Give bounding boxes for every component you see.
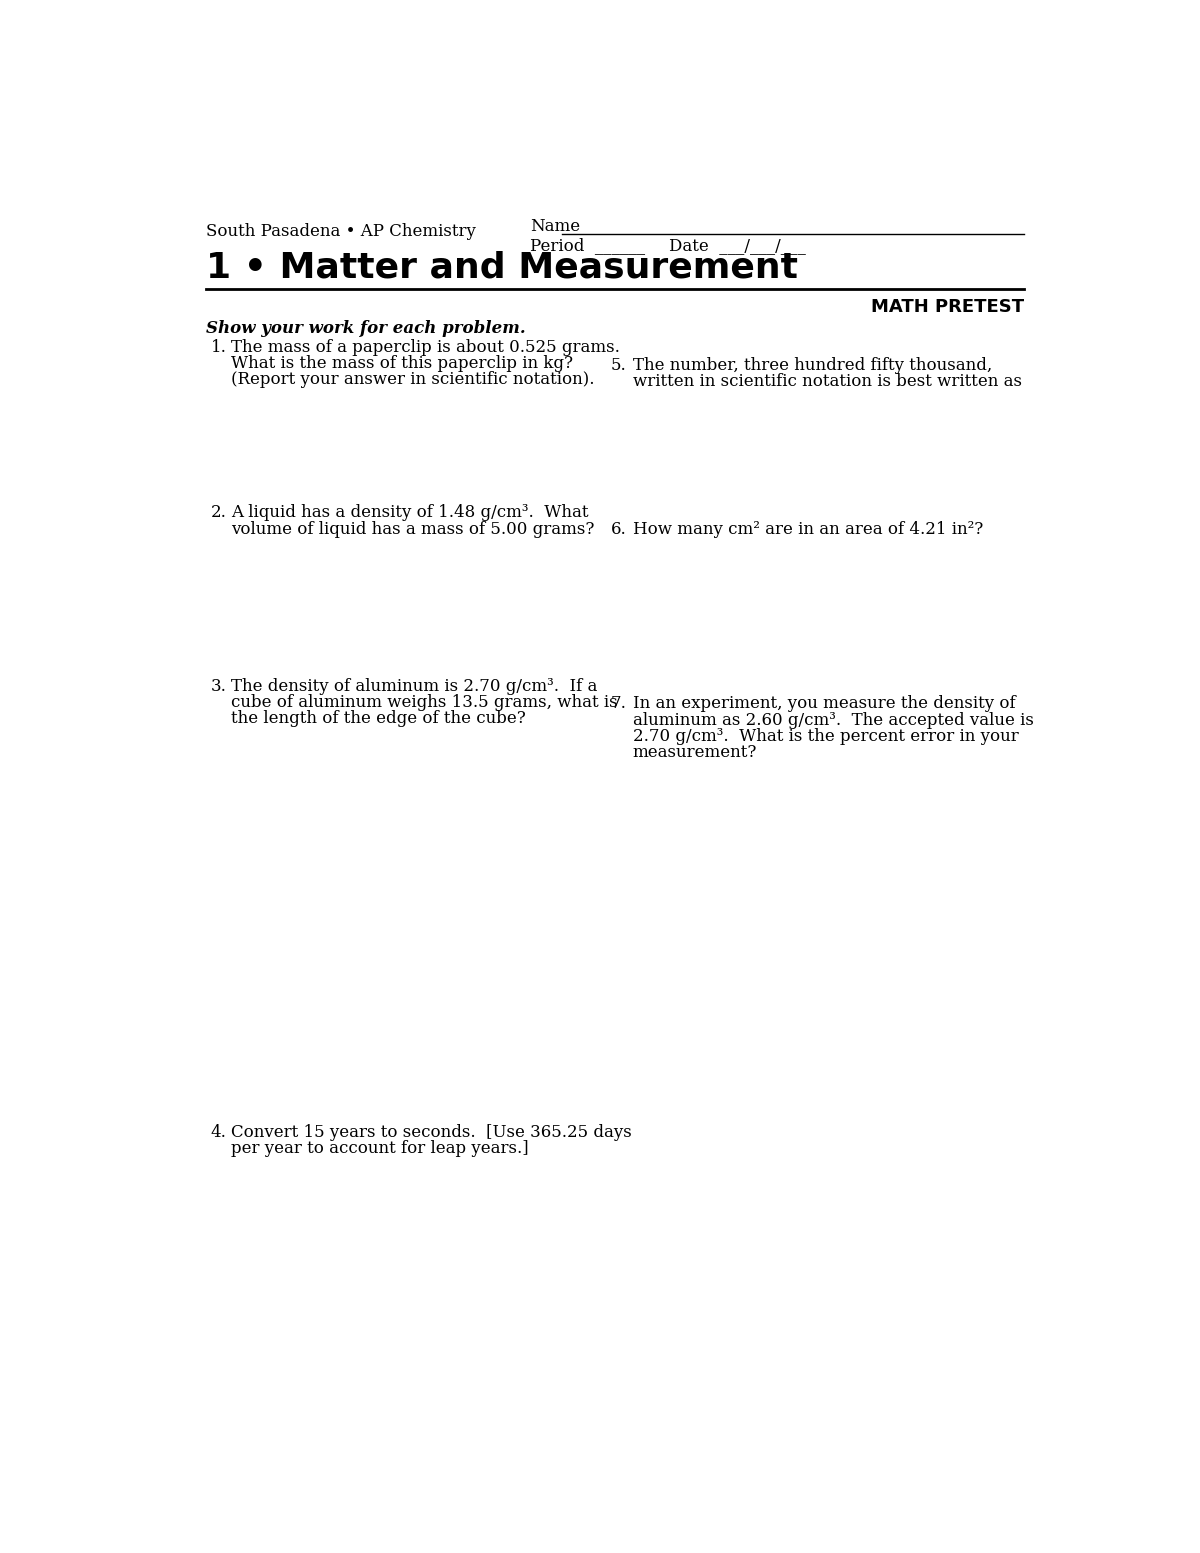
Text: Name: Name	[529, 217, 580, 235]
Text: 1 • Matter and Measurement: 1 • Matter and Measurement	[206, 250, 798, 284]
Text: South Pasadena • AP Chemistry: South Pasadena • AP Chemistry	[206, 224, 475, 241]
Text: A liquid has a density of 1.48 g/cm³.  What: A liquid has a density of 1.48 g/cm³. Wh…	[230, 505, 588, 522]
Text: written in scientific notation is best written as: written in scientific notation is best w…	[632, 373, 1022, 390]
Text: cube of aluminum weighs 13.5 grams, what is: cube of aluminum weighs 13.5 grams, what…	[230, 694, 617, 711]
Text: Period  ______: Period ______	[529, 238, 644, 255]
Text: 2.70 g/cm³.  What is the percent error in your: 2.70 g/cm³. What is the percent error in…	[632, 728, 1019, 745]
Text: Convert 15 years to seconds.  [Use 365.25 days: Convert 15 years to seconds. [Use 365.25…	[230, 1124, 631, 1141]
Text: The mass of a paperclip is about 0.525 grams.: The mass of a paperclip is about 0.525 g…	[230, 339, 619, 356]
Text: The number, three hundred fifty thousand,: The number, three hundred fifty thousand…	[632, 357, 992, 374]
Text: per year to account for leap years.]: per year to account for leap years.]	[230, 1140, 528, 1157]
Text: measurement?: measurement?	[632, 744, 757, 761]
Text: 3.: 3.	[210, 677, 227, 694]
Text: 7.: 7.	[611, 696, 628, 713]
Text: Date  ___/___/___: Date ___/___/___	[670, 238, 806, 255]
Text: 1.: 1.	[210, 339, 227, 356]
Text: volume of liquid has a mass of 5.00 grams?: volume of liquid has a mass of 5.00 gram…	[230, 520, 594, 537]
Text: aluminum as 2.60 g/cm³.  The accepted value is: aluminum as 2.60 g/cm³. The accepted val…	[632, 711, 1033, 728]
Text: the length of the edge of the cube?: the length of the edge of the cube?	[230, 710, 526, 727]
Text: What is the mass of this paperclip in kg?: What is the mass of this paperclip in kg…	[230, 356, 572, 373]
Text: The density of aluminum is 2.70 g/cm³.  If a: The density of aluminum is 2.70 g/cm³. I…	[230, 677, 596, 694]
Text: 4.: 4.	[210, 1124, 227, 1141]
Text: Show your work for each problem.: Show your work for each problem.	[206, 320, 526, 337]
Text: 5.: 5.	[611, 357, 626, 374]
Text: 6.: 6.	[611, 522, 626, 539]
Text: 2.: 2.	[210, 505, 227, 522]
Text: MATH PRETEST: MATH PRETEST	[871, 298, 1025, 315]
Text: In an experiment, you measure the density of: In an experiment, you measure the densit…	[632, 696, 1015, 713]
Text: (Report your answer in scientific notation).: (Report your answer in scientific notati…	[230, 371, 594, 388]
Text: How many cm² are in an area of 4.21 in²?: How many cm² are in an area of 4.21 in²?	[632, 522, 983, 539]
